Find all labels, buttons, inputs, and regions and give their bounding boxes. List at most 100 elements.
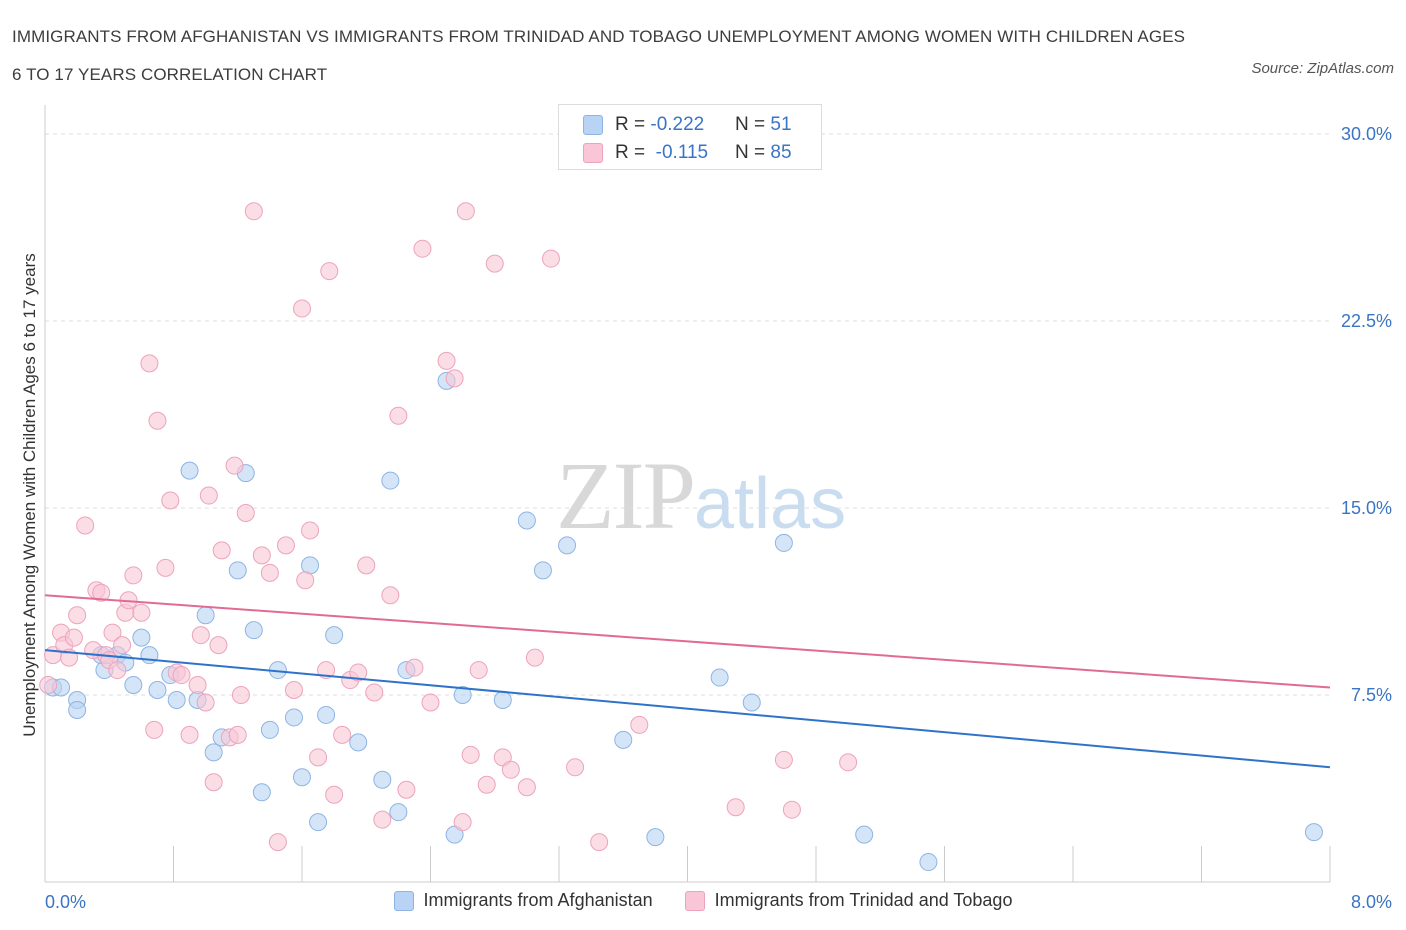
point-trinidad-38 [231,686,250,704]
point-afghanistan-40 [517,511,536,530]
point-afghanistan-47 [774,533,793,552]
legend-swatch-afghanistan [393,890,414,911]
stats-n-afghanistan: N = 51 [735,109,792,141]
x-tick-label-0: 0.0% [45,892,86,912]
point-trinidad-48 [301,521,320,540]
trend-line-trinidad [44,594,1331,689]
point-trinidad-75 [517,778,536,797]
point-trinidad-74 [501,760,520,779]
point-afghanistan-14 [180,461,199,480]
point-trinidad-53 [333,725,352,744]
point-trinidad-43 [268,833,287,852]
y-tick-label-3: 30.0% [1341,124,1392,144]
point-trinidad-45 [284,681,303,700]
point-trinidad-67 [453,813,472,832]
point-afghanistan-17 [204,743,223,762]
point-afghanistan-32 [373,770,392,789]
point-trinidad-64 [421,693,440,712]
point-trinidad-13 [103,623,122,642]
point-trinidad-65 [437,351,456,370]
y-tick-label-2: 22.5% [1341,311,1392,331]
point-trinidad-80 [630,715,649,734]
watermark-atlas: atlas [694,464,847,544]
point-trinidad-18 [124,566,143,585]
point-trinidad-22 [148,411,167,430]
stats-r-afghanistan: R = -0.222 [615,109,735,141]
point-trinidad-76 [525,648,544,667]
point-afghanistan-9 [132,628,151,647]
point-trinidad-31 [199,486,218,505]
stats-box: R = -0.222 N = 51 R = -0.115 N = 85 [558,104,822,170]
point-trinidad-26 [172,666,191,685]
stats-n-trinidad: N = 85 [735,137,792,169]
trend-line-afghanistan [44,649,1331,769]
axes [44,105,1331,883]
point-trinidad-59 [381,586,400,605]
point-trinidad-21 [145,720,164,739]
point-afghanistan-33 [381,471,400,490]
point-afghanistan-23 [260,720,279,739]
point-afghanistan-43 [614,730,633,749]
point-trinidad-6 [68,606,87,625]
point-trinidad-28 [188,676,207,695]
point-trinidad-44 [276,536,295,555]
point-trinidad-77 [541,249,560,268]
y-tick-label-0: 7.5% [1351,685,1392,705]
point-trinidad-72 [485,254,504,273]
stats-r-trinidad: R = -0.115 [615,137,735,169]
point-trinidad-7 [76,516,95,535]
point-trinidad-39 [236,503,255,522]
grid-lines [45,133,1330,696]
point-trinidad-51 [320,262,339,281]
data-points [39,202,1323,872]
point-trinidad-15 [113,636,132,655]
legend-item-afghanistan[interactable]: Immigrants from Afghanistan [393,890,653,911]
point-trinidad-33 [209,636,228,655]
point-trinidad-24 [161,491,180,510]
stats-r-label: R = [615,142,651,163]
stats-r-value: -0.115 [650,142,709,163]
point-afghanistan-46 [742,693,761,712]
point-trinidad-81 [726,798,745,817]
legend-item-trinidad[interactable]: Immigrants from Trinidad and Tobago [684,890,1013,911]
stats-r-label: R = [615,114,651,135]
stats-row-trinidad: R = -0.115 N = 85 [583,137,792,169]
point-afghanistan-39 [493,690,512,709]
stats-n-label: N = [735,114,771,135]
point-afghanistan-8 [124,676,143,695]
point-trinidad-30 [196,693,215,712]
legend-label-trinidad: Immigrants from Trinidad and Tobago [714,890,1013,910]
point-afghanistan-49 [919,853,938,872]
point-afghanistan-25 [284,708,303,727]
stats-swatch-trinidad [583,143,603,163]
point-trinidad-69 [461,745,480,764]
point-trinidad-34 [212,541,231,560]
point-afghanistan-30 [325,626,344,645]
point-trinidad-0 [39,676,58,695]
point-trinidad-58 [373,810,392,829]
stats-r-value: -0.222 [650,114,705,135]
point-trinidad-50 [317,661,336,680]
point-afghanistan-28 [309,813,328,832]
stats-n-value: 51 [770,114,792,135]
point-trinidad-49 [309,748,328,767]
point-afghanistan-41 [533,561,552,580]
point-trinidad-42 [260,563,279,582]
point-trinidad-32 [204,773,223,792]
point-afghanistan-45 [710,668,729,687]
point-trinidad-84 [839,753,858,772]
point-trinidad-56 [357,556,376,575]
point-trinidad-20 [140,354,159,373]
watermark-zip: ZIP [556,442,696,549]
point-afghanistan-13 [167,690,186,709]
point-trinidad-19 [132,603,151,622]
point-trinidad-40 [244,202,263,221]
point-trinidad-78 [566,758,585,777]
point-afghanistan-16 [196,606,215,625]
legend-label-afghanistan: Immigrants from Afghanistan [423,890,653,910]
x-tick-label-1: 8.0% [1351,892,1392,912]
point-trinidad-79 [590,833,609,852]
stats-row-afghanistan: R = -0.222 N = 51 [583,109,792,141]
y-axis-label: Unemployment Among Women with Children A… [20,253,39,737]
